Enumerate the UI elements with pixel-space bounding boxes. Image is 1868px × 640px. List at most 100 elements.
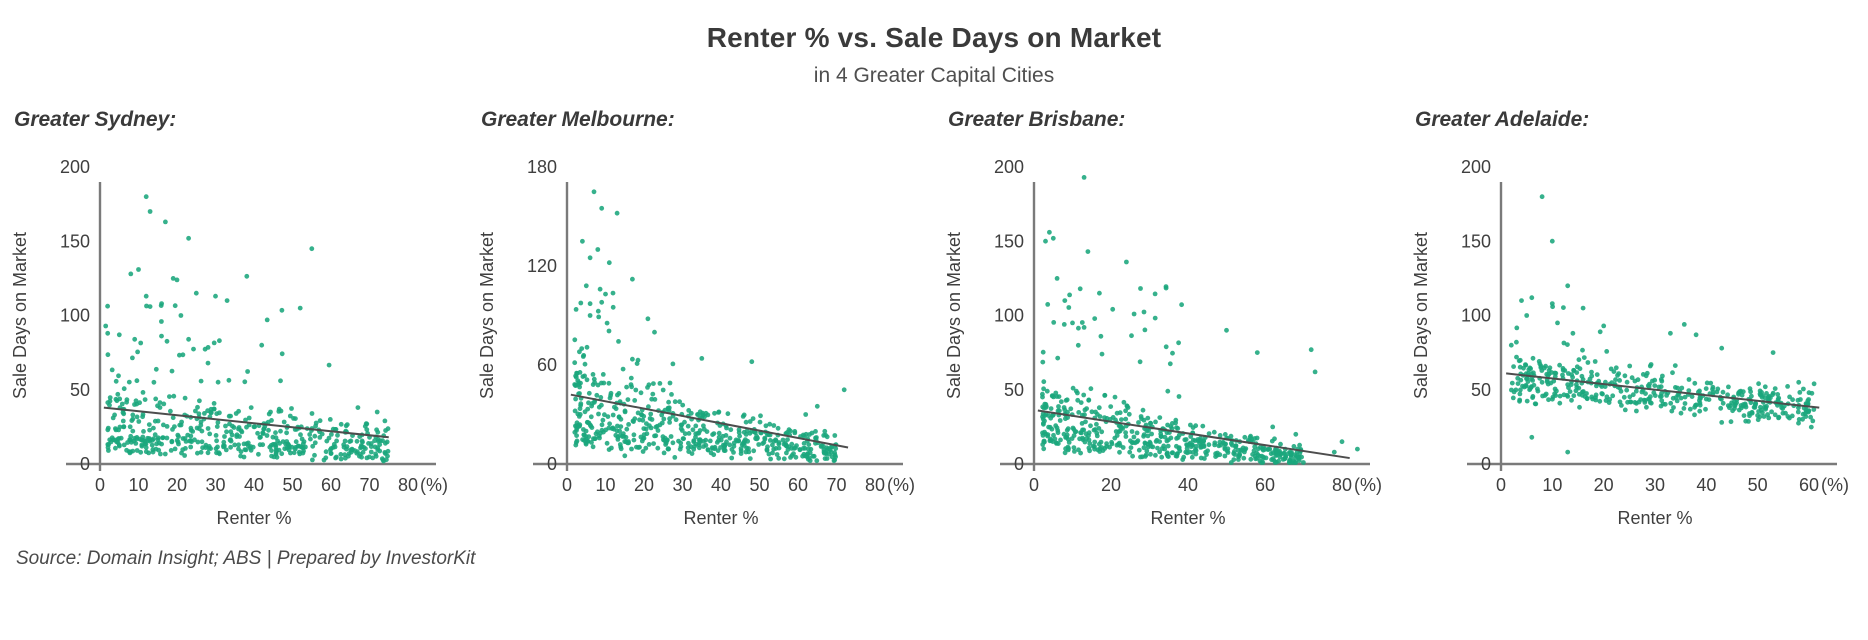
data-point <box>1158 431 1164 437</box>
data-point <box>577 384 582 390</box>
data-point <box>245 440 251 446</box>
data-point <box>596 411 601 417</box>
x-tick-label: 50 <box>282 475 302 495</box>
data-point <box>629 446 634 452</box>
data-point <box>1726 384 1731 390</box>
data-point <box>1624 379 1630 385</box>
data-point <box>1514 354 1519 360</box>
data-point <box>1129 333 1134 339</box>
data-point <box>767 438 773 443</box>
data-point <box>1608 366 1614 372</box>
x-tick-label: 10 <box>595 475 615 495</box>
x-tick-label: 30 <box>672 475 692 495</box>
data-point <box>1669 408 1675 414</box>
data-point <box>1110 415 1116 420</box>
data-point <box>1644 404 1649 410</box>
data-point <box>113 445 118 451</box>
data-point <box>1071 445 1077 450</box>
data-point <box>1072 449 1077 454</box>
data-point <box>1670 370 1675 376</box>
data-point <box>1535 388 1541 394</box>
data-point <box>138 340 144 346</box>
data-point <box>160 435 166 441</box>
data-point <box>1548 380 1554 386</box>
y-tick-labels: 0 50 100 150 200 <box>60 157 90 474</box>
data-point <box>1217 452 1223 458</box>
data-point <box>1546 397 1551 403</box>
data-point <box>747 419 753 424</box>
data-point <box>1511 364 1516 369</box>
data-point <box>206 446 212 451</box>
data-point <box>1098 333 1104 339</box>
data-point <box>1772 412 1778 418</box>
data-point <box>1043 402 1049 407</box>
data-point <box>354 438 360 444</box>
data-point <box>1624 387 1630 393</box>
data-point <box>130 355 135 361</box>
data-point <box>1681 406 1687 411</box>
data-point <box>1140 407 1146 413</box>
data-point <box>1222 445 1228 451</box>
data-point <box>592 380 597 385</box>
data-point <box>231 425 237 430</box>
data-point <box>228 444 234 450</box>
data-point <box>645 316 651 322</box>
data-point <box>317 435 323 440</box>
data-point <box>1212 440 1218 446</box>
data-point <box>190 429 196 434</box>
data-point <box>1131 434 1137 440</box>
data-point <box>572 408 578 414</box>
data-point <box>1630 392 1636 398</box>
data-point <box>1247 435 1253 440</box>
data-point <box>196 411 202 417</box>
data-point <box>222 443 227 449</box>
data-point <box>334 438 339 444</box>
data-point <box>328 446 334 451</box>
data-point <box>278 408 284 414</box>
data-point <box>1589 373 1595 379</box>
data-point <box>1084 406 1089 411</box>
data-point <box>1519 298 1524 303</box>
data-point <box>335 432 340 438</box>
data-point <box>1149 431 1154 437</box>
data-point <box>716 430 722 436</box>
data-point <box>595 308 601 314</box>
x-tick-label: 70 <box>359 475 379 495</box>
data-point <box>1686 388 1692 393</box>
data-point <box>1058 399 1064 405</box>
data-point <box>1128 438 1133 444</box>
data-point <box>596 314 602 320</box>
data-point <box>578 300 584 306</box>
data-point <box>771 446 777 452</box>
data-point <box>1040 391 1045 397</box>
data-point <box>1138 454 1143 460</box>
data-point <box>747 430 753 436</box>
data-point <box>360 449 366 455</box>
data-point <box>1069 436 1075 441</box>
data-point <box>1116 423 1122 429</box>
data-point <box>1673 395 1679 400</box>
data-point <box>1531 370 1536 376</box>
data-point <box>1193 423 1199 429</box>
data-point <box>1517 398 1522 404</box>
data-point <box>814 403 820 409</box>
data-point <box>1152 315 1158 321</box>
x-tick-label: 60 <box>1255 475 1275 495</box>
data-point <box>1770 350 1776 355</box>
subplot-title-greater-brisbane: Greater Brisbane: <box>948 108 1126 131</box>
data-point <box>574 370 579 376</box>
data-point <box>259 342 265 348</box>
data-point <box>1201 442 1206 448</box>
data-point <box>1057 418 1063 423</box>
data-point <box>1041 438 1047 444</box>
data-point <box>1772 386 1778 391</box>
data-point <box>624 426 630 432</box>
data-point <box>188 444 194 450</box>
data-point <box>134 448 140 453</box>
data-point <box>147 304 153 309</box>
data-point <box>180 352 186 358</box>
data-point <box>121 386 127 392</box>
data-point <box>1795 409 1801 415</box>
data-point <box>783 442 789 448</box>
x-tick-label: 60 <box>1799 475 1819 495</box>
